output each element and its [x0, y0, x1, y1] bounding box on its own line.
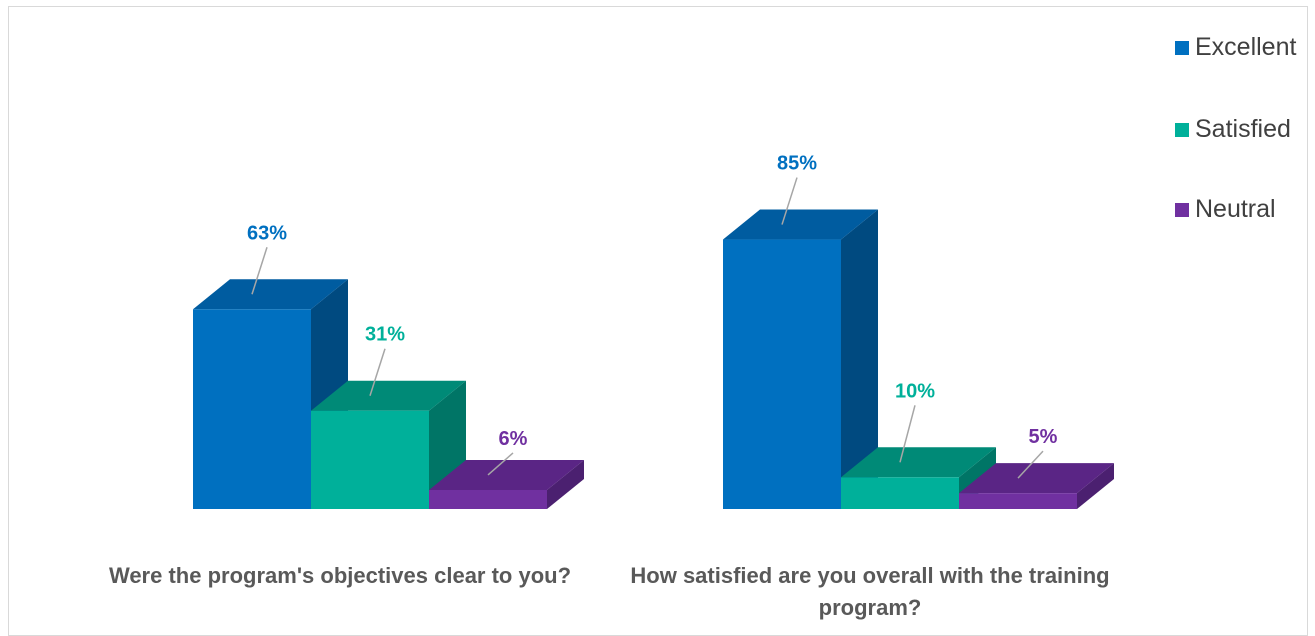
leader-line-satisfied-1 [369, 348, 386, 396]
bar-top-neutral-2 [959, 463, 1114, 494]
bar-front-excellent-2 [723, 239, 841, 510]
leader-line-neutral-1 [487, 452, 514, 476]
category-label-satisfaction: How satisfied are you overall with the t… [630, 563, 1110, 620]
bar-satisfied-1: 31% [311, 324, 466, 509]
bar-front-excellent-1 [193, 309, 311, 509]
bar-top-satisfied-1 [311, 380, 466, 411]
bar-top-excellent-1 [193, 279, 348, 310]
data-label-excellent-2: 85% [777, 153, 817, 175]
bar-side-neutral-2 [1077, 463, 1114, 509]
legend-item-excellent[interactable]: Excellent [1175, 33, 1296, 62]
bar-excellent-2: 85% [723, 153, 878, 510]
leader-line-satisfied-2 [899, 405, 916, 463]
category-label-objectives: Were the program's objectives clear to y… [108, 563, 572, 588]
legend-label-neutral: Neutral [1195, 195, 1276, 223]
legend-item-neutral[interactable]: Neutral [1175, 195, 1276, 224]
bar-front-satisfied-2 [841, 477, 959, 509]
legend-swatch-neutral [1175, 202, 1189, 217]
data-label-neutral-2: 5% [1029, 426, 1058, 448]
bar-neutral-2: 5% [959, 426, 1114, 509]
leader-line-excellent-2 [781, 177, 798, 225]
bar-front-satisfied-1 [311, 410, 429, 509]
bar-side-excellent-2 [841, 209, 878, 510]
bar-neutral-1: 6% [429, 428, 584, 509]
leader-line-excellent-1 [251, 247, 268, 295]
data-label-satisfied-2: 10% [895, 380, 935, 402]
bar-top-excellent-2 [723, 209, 878, 240]
bar-front-neutral-2 [959, 493, 1077, 509]
bar-side-neutral-1 [547, 459, 584, 509]
data-label-satisfied-1: 31% [365, 324, 405, 346]
data-label-excellent-1: 63% [247, 222, 287, 244]
bar-front-neutral-1 [429, 489, 547, 509]
legend: Excellent Satisfied Neutral [1175, 0, 1310, 260]
legend-label-excellent: Excellent [1195, 33, 1297, 61]
leader-line-neutral-2 [1017, 450, 1044, 479]
legend-label-satisfied: Satisfied [1195, 115, 1291, 143]
bar-top-neutral-1 [429, 459, 584, 490]
bar-top-satisfied-2 [841, 447, 996, 478]
legend-swatch-excellent [1175, 40, 1189, 55]
legend-swatch-satisfied [1175, 122, 1189, 137]
legend-item-satisfied[interactable]: Satisfied [1175, 115, 1291, 144]
data-label-neutral-1: 6% [499, 428, 528, 450]
